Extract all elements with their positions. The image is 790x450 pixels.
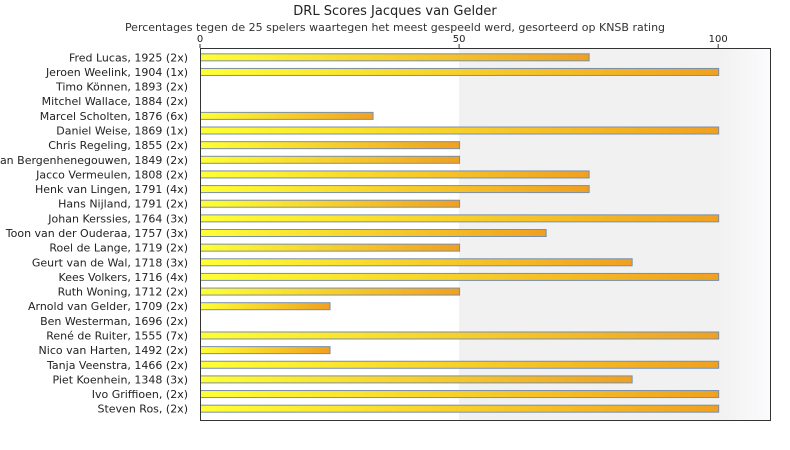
bar — [200, 331, 720, 340]
bar — [200, 346, 331, 355]
category-label: Timo Können, 1893 (2x) — [55, 81, 188, 94]
bar — [200, 111, 374, 120]
category-label: Jeroen Weelink, 1904 (1x) — [45, 66, 188, 79]
bar — [200, 214, 720, 223]
category-label: Ruth Woning, 1712 (2x) — [58, 286, 188, 299]
bar — [200, 155, 461, 164]
bar — [200, 287, 461, 296]
category-label: Jacco Vermeulen, 1808 (2x) — [35, 168, 188, 181]
bar — [200, 360, 720, 369]
x-axis: 0 50 100 — [197, 34, 728, 48]
category-label: Johan Kerssies, 1764 (3x) — [47, 212, 188, 225]
category-label: Arnold van Gelder, 1709 (2x) — [28, 300, 188, 313]
band-100-plus — [718, 48, 770, 420]
category-label: Toon van der Ouderaa, 1757 (3x) — [5, 227, 188, 240]
bar — [200, 199, 461, 208]
bar — [200, 404, 720, 413]
bar — [200, 53, 590, 62]
chart-subtitle: Percentages tegen de 25 spelers waartege… — [125, 21, 665, 34]
category-label: Kees Volkers, 1716 (4x) — [59, 271, 188, 284]
category-label: Chris Regeling, 1855 (2x) — [48, 139, 188, 152]
category-label: Ben Westerman, 1696 (2x) — [40, 315, 188, 328]
bar — [200, 141, 461, 150]
category-label: Ivo van Bergenhenegouwen, 1849 (2x) — [0, 154, 188, 167]
category-label: Ivo Griffioen, (2x) — [92, 388, 188, 401]
category-label: Marcel Scholten, 1876 (6x) — [40, 110, 188, 123]
bar — [200, 170, 590, 179]
bar — [200, 375, 633, 384]
category-labels: Fred Lucas, 1925 (2x) Jeroen Weelink, 190… — [0, 51, 188, 415]
category-label: Piet Koenhein, 1348 (3x) — [52, 373, 188, 386]
category-label: Hans Nijland, 1791 (2x) — [58, 198, 188, 211]
category-label: Roel de Lange, 1719 (2x) — [49, 242, 188, 255]
bar — [200, 185, 590, 194]
bar — [200, 258, 633, 267]
category-label: René de Ruiter, 1555 (7x) — [46, 329, 188, 342]
bar — [200, 390, 720, 399]
category-label: Steven Ros, (2x) — [97, 403, 188, 416]
category-label: Tanja Veenstra, 1466 (2x) — [46, 359, 188, 372]
bar — [200, 229, 547, 237]
bar — [200, 272, 720, 281]
plot-frame — [200, 48, 771, 421]
x-tick-label: 100 — [709, 34, 728, 45]
x-tick-label: 50 — [453, 34, 466, 45]
category-label: Geurt van de Wal, 1718 (3x) — [32, 256, 188, 269]
bar — [200, 126, 720, 135]
category-label: Mitchel Wallace, 1884 (2x) — [42, 95, 188, 108]
category-label: Nico van Harten, 1492 (2x) — [39, 344, 188, 357]
bar — [200, 67, 720, 76]
category-label: Henk van Lingen, 1791 (4x) — [35, 183, 188, 196]
chart-title: DRL Scores Jacques van Gelder — [293, 4, 497, 19]
bar — [200, 302, 331, 311]
category-label: Daniel Weise, 1869 (1x) — [56, 125, 188, 138]
x-tick-label: 0 — [197, 34, 203, 45]
bar — [200, 243, 461, 252]
category-label: Fred Lucas, 1925 (2x) — [69, 51, 188, 64]
